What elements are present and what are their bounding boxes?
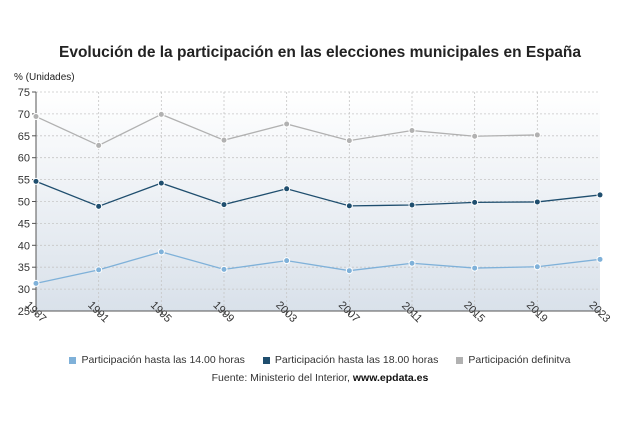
y-tick-label: 50 bbox=[18, 197, 30, 209]
y-tick-label: 70 bbox=[18, 109, 30, 121]
data-point bbox=[220, 265, 228, 273]
source-prefix: Fuente: Ministerio del Interior, bbox=[211, 372, 353, 384]
data-point bbox=[95, 266, 103, 274]
legend-item-2: Participación hasta las 18.00 horas bbox=[262, 354, 439, 366]
legend-swatch bbox=[456, 356, 464, 364]
data-point bbox=[408, 201, 416, 209]
y-tick-label: 25 bbox=[18, 306, 30, 318]
x-tick-label: 2023 bbox=[587, 299, 613, 325]
data-point bbox=[345, 137, 353, 145]
data-point bbox=[32, 177, 40, 185]
data-point bbox=[533, 131, 541, 139]
data-point bbox=[471, 264, 479, 272]
legend-item-1: Participación hasta las 14.00 horas bbox=[69, 354, 245, 366]
y-tick-label: 60 bbox=[18, 153, 30, 165]
data-point bbox=[32, 113, 40, 121]
data-point bbox=[345, 267, 353, 275]
chart-title: Evolución de la participación en las ele… bbox=[58, 44, 582, 61]
data-point bbox=[408, 127, 416, 135]
data-point bbox=[596, 255, 604, 263]
data-point bbox=[157, 179, 165, 187]
y-tick-label: 40 bbox=[18, 240, 30, 252]
data-point bbox=[408, 259, 416, 267]
data-point bbox=[471, 198, 479, 206]
series-line-2 bbox=[35, 180, 601, 208]
data-point bbox=[220, 201, 228, 209]
y-tick-label: 75 bbox=[18, 87, 30, 99]
data-point bbox=[283, 257, 291, 265]
data-point bbox=[533, 263, 541, 271]
legend-label: Participación hasta las 18.00 horas bbox=[274, 354, 439, 366]
data-point bbox=[596, 191, 604, 199]
y-tick-label: 65 bbox=[18, 131, 30, 143]
legend: Participación hasta las 14.00 horas Parti… bbox=[0, 354, 640, 366]
data-point bbox=[283, 120, 291, 128]
data-point bbox=[95, 141, 103, 149]
data-point bbox=[157, 248, 165, 256]
data-point bbox=[157, 110, 165, 118]
legend-swatch bbox=[69, 356, 77, 364]
y-tick-label: 30 bbox=[18, 284, 30, 296]
series-line-1 bbox=[35, 251, 601, 285]
data-point bbox=[95, 202, 103, 210]
legend-item-3: Participación definitva bbox=[456, 354, 571, 366]
y-tick-label: 45 bbox=[18, 218, 30, 230]
source-line: Fuente: Ministerio del Interior, www.epd… bbox=[0, 372, 640, 384]
data-point bbox=[471, 132, 479, 140]
source-site: www.epdata.es bbox=[352, 372, 429, 384]
legend-swatch bbox=[262, 356, 270, 364]
data-point bbox=[220, 136, 228, 144]
legend-label: Participación hasta las 14.00 horas bbox=[81, 354, 245, 366]
data-point bbox=[32, 279, 40, 287]
y-tick-label: 35 bbox=[18, 262, 30, 274]
y-axis-label: % (Unidades) bbox=[14, 72, 75, 83]
data-point bbox=[283, 185, 291, 193]
data-point bbox=[533, 198, 541, 206]
data-point bbox=[345, 202, 353, 210]
y-tick-label: 55 bbox=[18, 175, 30, 187]
legend-label: Participación definitva bbox=[468, 354, 571, 366]
